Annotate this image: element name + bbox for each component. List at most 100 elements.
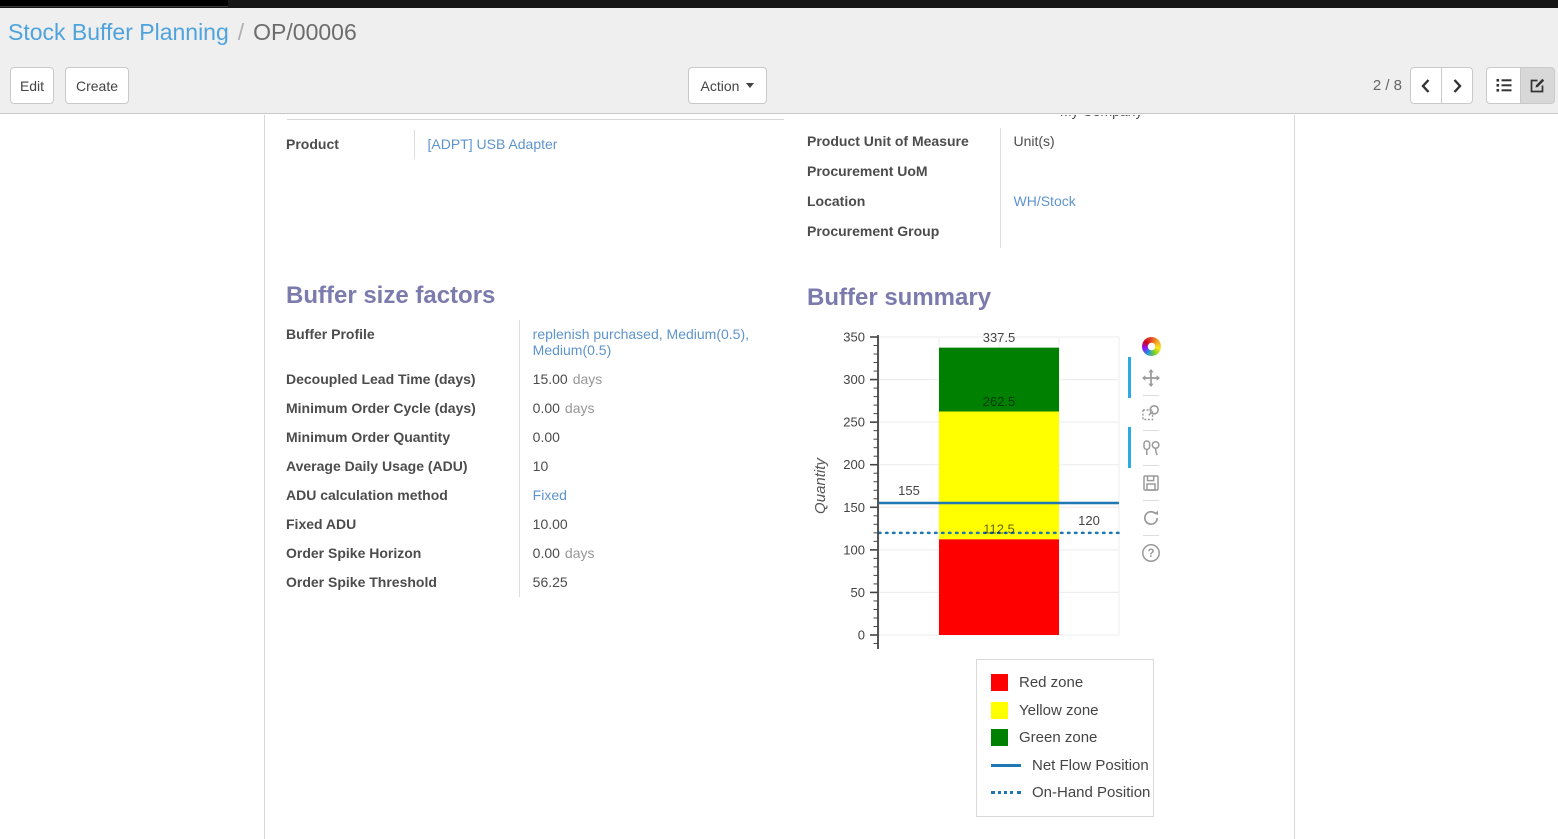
- plotly-logo-icon[interactable]: [1134, 331, 1168, 361]
- chevron-left-icon: [1421, 78, 1430, 93]
- modebar-separator: [1143, 535, 1159, 536]
- help-icon[interactable]: ?: [1134, 538, 1168, 568]
- svg-text:112.5: 112.5: [983, 522, 1015, 537]
- field-value: 15.00 days: [519, 365, 776, 394]
- navbar-app-block: [0, 0, 228, 7]
- field-label: Minimum Order Quantity: [286, 423, 520, 452]
- field-unit: days: [564, 400, 595, 416]
- svg-text:Quantity: Quantity: [812, 457, 829, 514]
- action-dropdown-button[interactable]: Action: [688, 67, 767, 104]
- compare-hover-icon[interactable]: [1128, 427, 1168, 468]
- pan-icon[interactable]: [1128, 357, 1168, 398]
- legend-item-net-flow-position[interactable]: Net Flow Position: [977, 752, 1153, 780]
- create-button[interactable]: Create: [65, 67, 129, 104]
- chart-plot-area: 112.5 262.5 337.5 155 120 0 50 100 150 200 250 300 3…: [812, 330, 1121, 649]
- modebar-active-indicator: [1128, 427, 1131, 468]
- view-switcher: [1486, 67, 1555, 104]
- zoom-icon[interactable]: [1134, 398, 1168, 428]
- field-label: Buffer Profile: [286, 320, 520, 365]
- modebar-separator: [1143, 500, 1159, 501]
- on-hand-position-line-icon: [991, 791, 1021, 795]
- edit-button-label: Edit: [19, 77, 45, 94]
- svg-text:250: 250: [843, 415, 865, 430]
- field-value: Unit(s): [1000, 128, 1277, 158]
- field-label: Decoupled Lead Time (days): [286, 365, 520, 394]
- legend-item-green-zone[interactable]: Green zone: [977, 724, 1153, 752]
- field-value: WH/Stock: [1000, 188, 1277, 218]
- svg-text:?: ?: [1147, 548, 1154, 560]
- control-panel: Stock Buffer Planning / OP/00006 Edit Crea…: [0, 8, 1558, 114]
- field-label: Order Spike Horizon: [286, 539, 520, 568]
- modebar-separator: [1143, 430, 1159, 431]
- svg-text:300: 300: [843, 372, 865, 387]
- field-value-link[interactable]: WH/Stock: [1013, 193, 1076, 209]
- legend-item-yellow-zone[interactable]: Yellow zone: [977, 697, 1153, 725]
- red-zone-swatch-icon: [991, 674, 1008, 692]
- action-button-label: Action: [700, 77, 740, 94]
- field-value-link[interactable]: replenish purchased, Medium(0.5), Medium…: [532, 326, 750, 358]
- yellow-zone-swatch-icon: [991, 701, 1008, 719]
- field-row-procurement-group: Procurement Group: [807, 218, 1277, 248]
- field-label: Average Daily Usage (ADU): [286, 452, 520, 481]
- pager-next-button[interactable]: [1441, 67, 1473, 104]
- legend-item-red-zone[interactable]: Red zone: [977, 669, 1153, 697]
- field-row-procurement-uom: Procurement UoM: [807, 158, 1277, 188]
- svg-text:150: 150: [843, 500, 865, 515]
- field-row-order-spike-horizon: Order Spike Horizon 0.00 days: [286, 539, 776, 568]
- field-value: replenish purchased, Medium(0.5), Medium…: [519, 320, 776, 365]
- field-label: Procurement UoM: [807, 158, 1001, 188]
- caret-down-icon: [746, 83, 755, 88]
- field-unit: days: [564, 545, 595, 561]
- scrolled-field-underline: [287, 119, 784, 120]
- svg-text:350: 350: [843, 330, 865, 345]
- field-label: Product: [286, 130, 415, 159]
- top-navbar: [0, 0, 1558, 8]
- field-value-text: 0.00: [532, 545, 560, 561]
- scrolled-company-value: My Company: [1060, 115, 1142, 122]
- modebar-active-indicator: [1128, 357, 1131, 398]
- field-row-product-unit-of-measure: Product Unit of Measure Unit(s): [807, 128, 1277, 158]
- net-flow-position-line-icon: [991, 763, 1021, 767]
- field-value: 10: [519, 452, 776, 481]
- svg-text:120: 120: [1078, 513, 1100, 528]
- field-value-text: 56.25: [532, 574, 568, 590]
- field-row-fixed-adu: Fixed ADU 10.00: [286, 510, 776, 539]
- field-value-link[interactable]: [ADPT] USB Adapter: [427, 136, 558, 152]
- field-label: Fixed ADU: [286, 510, 520, 539]
- svg-text:155: 155: [898, 483, 920, 498]
- svg-text:200: 200: [843, 457, 865, 472]
- save-icon[interactable]: [1134, 468, 1168, 498]
- edit-button[interactable]: Edit: [10, 67, 54, 104]
- list-view-icon: [1496, 79, 1511, 92]
- legend-label: Net Flow Position: [1032, 756, 1149, 774]
- field-label: Procurement Group: [807, 218, 1001, 248]
- field-value-text: Unit(s): [1013, 133, 1055, 149]
- field-value: Fixed: [519, 481, 776, 510]
- form-view-button[interactable]: [1520, 67, 1555, 104]
- legend-item-on-hand-position[interactable]: On-Hand Position: [977, 779, 1153, 807]
- field-label: ADU calculation method: [286, 481, 520, 510]
- field-row-location: Location WH/Stock: [807, 188, 1277, 218]
- field-group-top-left: Product [ADPT] USB Adapter: [286, 130, 768, 159]
- chart-modebar: ?: [1128, 330, 1168, 569]
- breadcrumb-parent-link[interactable]: Stock Buffer Planning: [8, 19, 229, 45]
- field-value-link[interactable]: Fixed: [532, 487, 567, 503]
- form-sheet: My Company Product [ADPT] USB Adapter Pro…: [264, 115, 1295, 839]
- legend-label: Green zone: [1019, 729, 1098, 747]
- field-value: [1000, 218, 1277, 248]
- pager-previous-button[interactable]: [1410, 67, 1442, 104]
- modebar-separator: [1143, 465, 1159, 466]
- chart-legend: Red zone Yellow zone Green zone Net Flow Po…: [976, 659, 1154, 817]
- field-value-text: 0.00: [532, 400, 560, 416]
- field-unit: days: [572, 371, 603, 387]
- legend-label: Red zone: [1019, 674, 1084, 692]
- reset-axes-icon[interactable]: [1134, 503, 1168, 533]
- pager-value: 2 / 8: [1372, 77, 1402, 94]
- buffer-summary-chart: 112.5 262.5 337.5 155 120 0 50 100 150 200 250 300 3…: [801, 326, 1296, 839]
- field-value-text: 10: [532, 458, 549, 474]
- list-view-button[interactable]: [1486, 67, 1521, 104]
- form-view-icon: [1530, 78, 1545, 93]
- svg-text:337.5: 337.5: [983, 330, 1016, 345]
- field-value-text: 10.00: [532, 516, 568, 532]
- field-row-minimum-order-cycle-days: Minimum Order Cycle (days) 0.00 days: [286, 394, 776, 423]
